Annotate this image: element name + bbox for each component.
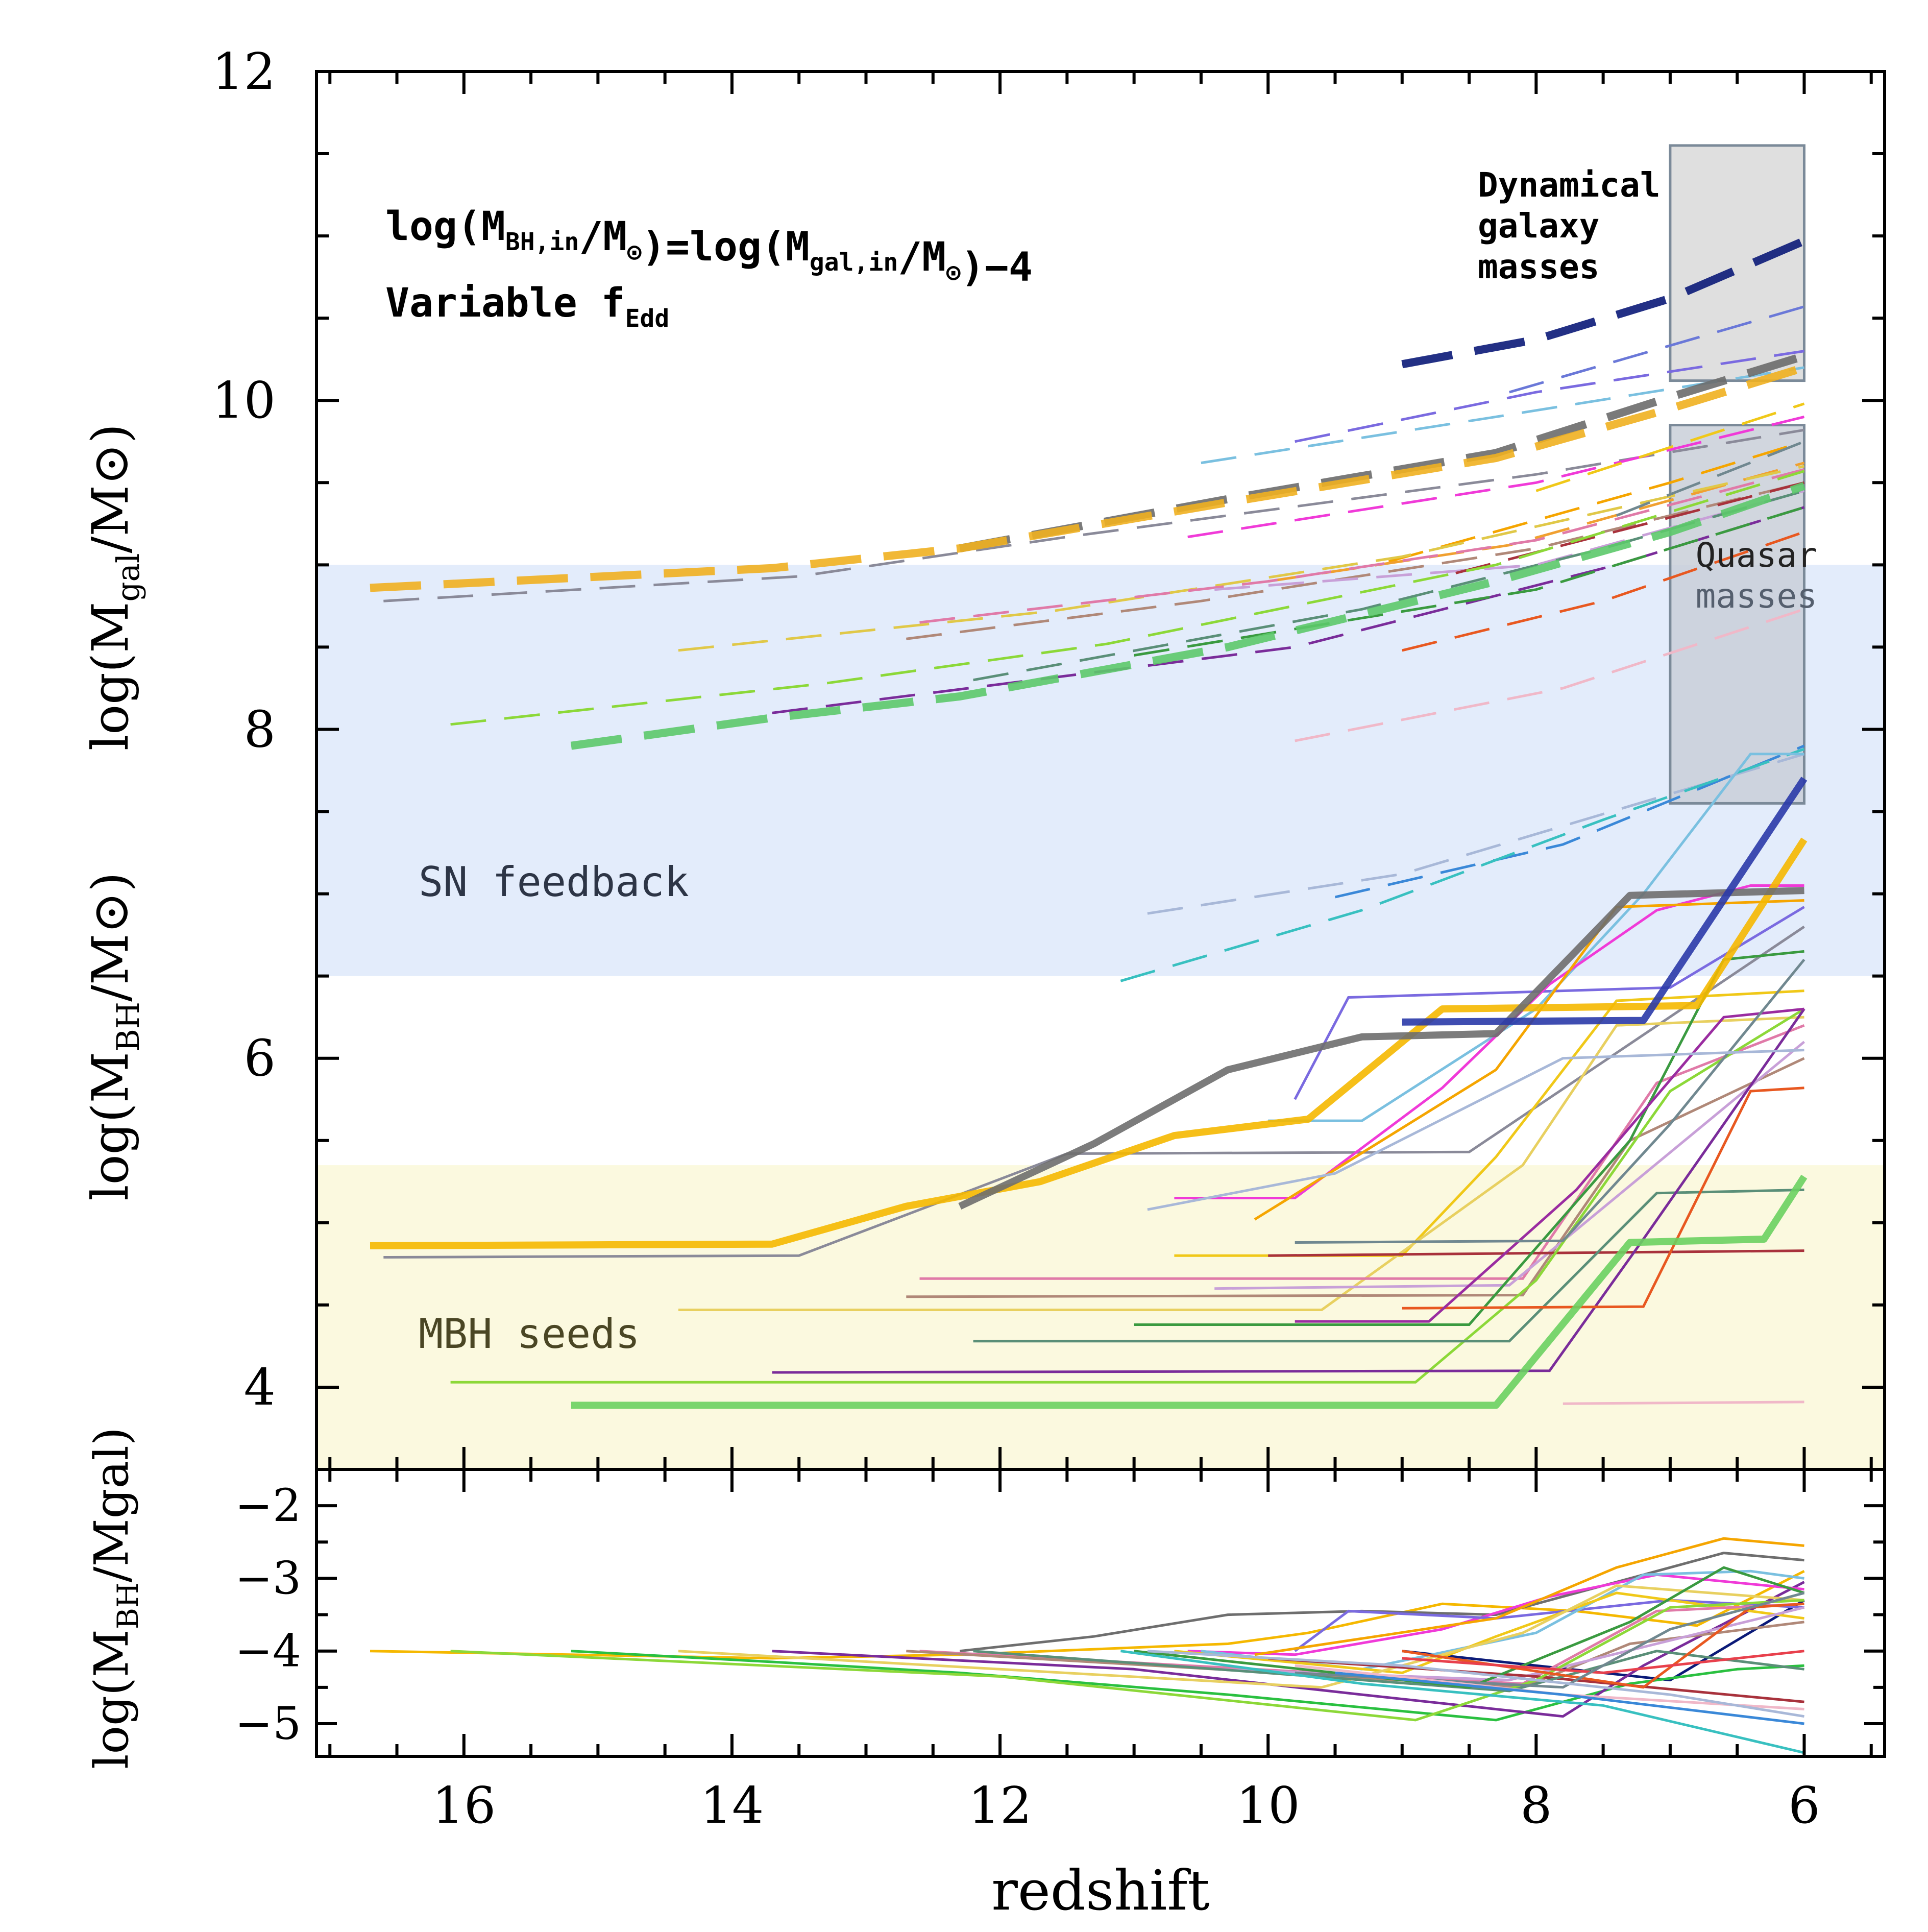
galaxy-mass-line (450, 470, 1805, 726)
galaxy-mass-line (1295, 608, 1805, 742)
ratio-line (1402, 1650, 1804, 1674)
ratio-line (1187, 1573, 1804, 1656)
galaxy-mass-line (1455, 481, 1805, 574)
sn-feedback-label: SN feedback (419, 858, 689, 906)
bh-mass-line (450, 1007, 1805, 1384)
ratio-line (1174, 1591, 1804, 1674)
dynamical-mass-box (1669, 144, 1805, 382)
mbh-seeds-label: MBH seeds (419, 1310, 640, 1358)
galaxy-mass-line (1120, 747, 1805, 982)
y-tick-label: 4 (244, 1359, 276, 1417)
eddington-annotation: Variable fEdd (385, 280, 669, 333)
bh-mass-line (1134, 950, 1804, 1326)
x-axis-label: redshift (991, 1859, 1210, 1923)
galaxy-mass-line (1535, 402, 1805, 492)
y-tick-label: 6 (244, 1030, 276, 1088)
y-tick-label: −4 (235, 1625, 301, 1677)
x-tick-label: 6 (1788, 1777, 1820, 1835)
galaxy-mass-line (1388, 440, 1805, 563)
mbh-seeds-band (316, 1165, 1885, 1469)
bh-mass-line (1147, 1049, 1804, 1211)
dynamical-mass-label: galaxy (1478, 206, 1599, 246)
y-tick-label: 10 (212, 372, 276, 430)
ratio-line (1335, 1671, 1804, 1725)
dynamical-mass-label: Dynamical (1478, 165, 1661, 205)
galaxy-mass-thick-line (570, 482, 1806, 750)
quasar-mass-label: masses (1696, 576, 1817, 616)
plot-border (315, 70, 1886, 1758)
bh-mass-thick-line (958, 887, 1804, 1210)
y-tick-label: −2 (235, 1479, 301, 1532)
bh-mass-line (1402, 1086, 1804, 1310)
x-tick-label: 10 (1236, 1777, 1300, 1835)
galaxy-mass-line (1402, 530, 1805, 652)
y-axis-label-ratio: log(MBH/Mgal) (84, 1427, 145, 1769)
y-tick-label: −5 (235, 1697, 301, 1750)
ratio-line (1402, 1602, 1804, 1689)
bh-mass-line (1268, 1249, 1804, 1257)
bh-mass-line (906, 1057, 1805, 1298)
top-bands (316, 565, 1885, 1469)
bh-mass-line (1268, 753, 1804, 1122)
bh-mass-line (1214, 1041, 1805, 1290)
x-tick-label: 12 (968, 1777, 1032, 1835)
galaxy-mass-line (919, 468, 1805, 624)
galaxy-mass-line (1187, 415, 1805, 539)
quasar-mass-label: Quasar (1696, 536, 1817, 575)
y-tick-label: −3 (235, 1552, 301, 1604)
bh-mass-line (1563, 1400, 1804, 1405)
ratio-line (919, 1602, 1804, 1685)
galaxy-mass-line (1147, 753, 1805, 915)
ratio-line (571, 1650, 1804, 1722)
x-tick-label: 8 (1520, 1777, 1552, 1835)
galaxy-mass-line (1616, 440, 1805, 517)
axes-frame (315, 70, 1886, 1758)
bh-mass-line (1174, 884, 1804, 1199)
bh-mass-thick-line (370, 837, 1808, 1249)
ratio-line (1147, 1650, 1804, 1718)
bh-mass-line (1295, 958, 1805, 1244)
x-tick-label: 16 (432, 1777, 496, 1835)
galaxy-mass-line (678, 465, 1805, 652)
axis-ticks (316, 70, 1885, 1756)
ratio-line (450, 1599, 1804, 1722)
ratio-line (1254, 1537, 1804, 1656)
galaxy-mass-line (973, 489, 1805, 682)
y-tick-label: 12 (212, 43, 276, 101)
ratio-line (960, 1552, 1804, 1653)
galaxy-mass-line (906, 481, 1805, 640)
bottom-series (370, 1537, 1805, 1754)
x-tick-label: 14 (700, 1777, 764, 1835)
bh-mass-line (1295, 1007, 1804, 1323)
bh-mass-thick-line (1402, 777, 1808, 1026)
galaxy-mass-line (1267, 462, 1805, 583)
y-tick-label: 8 (244, 701, 276, 759)
ratio-line (1268, 1657, 1804, 1703)
ratio-line (1120, 1650, 1805, 1754)
ratio-line (370, 1569, 1805, 1660)
bh-mass-line (772, 1008, 1805, 1374)
bh-mass-thick-line (571, 1174, 1808, 1409)
dynamical-mass-label: masses (1478, 247, 1599, 286)
ratio-line (678, 1584, 1804, 1689)
bh-mass-line (1254, 899, 1804, 1221)
galaxy-mass-thick-line (370, 364, 1805, 592)
top-series (370, 237, 1808, 1409)
bh-mass-line (678, 1016, 1804, 1311)
galaxy-mass-line (1295, 350, 1804, 443)
galaxy-mass-line (1334, 744, 1805, 899)
bh-mass-line (973, 1188, 1804, 1343)
